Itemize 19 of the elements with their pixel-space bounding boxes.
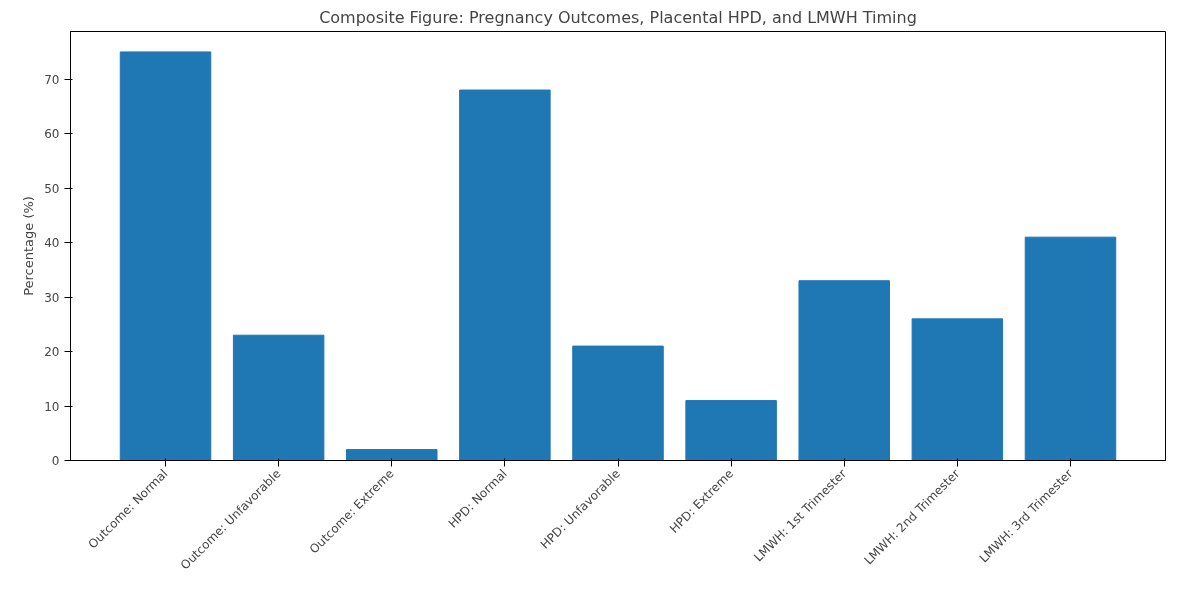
bar <box>685 400 777 461</box>
y-tick-label: 0 <box>51 454 60 468</box>
bar <box>572 345 664 461</box>
bar <box>798 280 890 461</box>
bar <box>459 89 551 461</box>
y-axis-title: Percentage (%) <box>21 196 37 296</box>
y-tick-label: 70 <box>44 72 60 87</box>
bar <box>911 318 1004 461</box>
y-tick-label: 10 <box>44 399 60 414</box>
y-tick-label: 30 <box>44 290 60 305</box>
y-tick-label: 40 <box>44 236 60 251</box>
chart-title: Composite Figure: Pregnancy Outcomes, Placental HPD, and LMWH Timing <box>319 7 917 27</box>
y-tick-label: 60 <box>44 127 60 142</box>
y-tick-label: 20 <box>44 345 60 360</box>
bar <box>346 449 438 461</box>
bar <box>119 51 212 461</box>
bar <box>232 334 325 461</box>
bar <box>1024 236 1117 461</box>
y-tick-label: 50 <box>44 181 60 196</box>
